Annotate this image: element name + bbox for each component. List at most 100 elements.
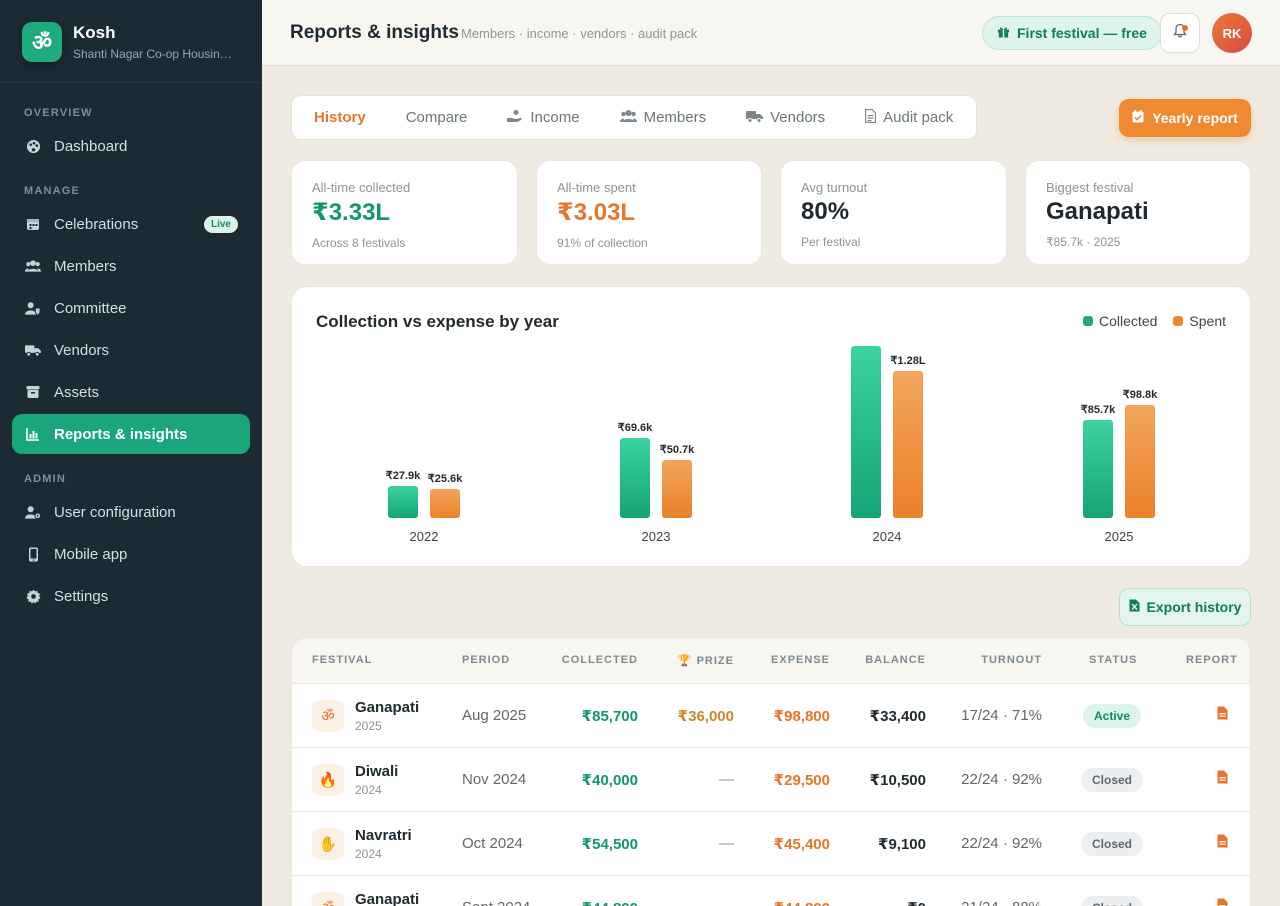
first-festival-free-button[interactable]: First festival — free (982, 16, 1162, 50)
table-header: FESTIVAL PERIOD COLLECTED 🏆 PRIZE EXPENS… (292, 638, 1250, 684)
tab-members[interactable]: Members (606, 95, 721, 140)
bar-spent-2022 (430, 489, 460, 518)
column-header-collected: COLLECTED (561, 654, 638, 666)
stat-note: Across 8 festivals (312, 236, 406, 250)
sidebar-item-celebrations[interactable]: Celebrations Live (12, 204, 250, 244)
chart-title: Collection vs expense by year (316, 312, 559, 331)
sidebar-item-label: Settings (54, 587, 109, 605)
balance-cell: ₹33,400 (869, 708, 926, 725)
sidebar-item-label: Assets (54, 383, 100, 401)
legend-label: Spent (1189, 313, 1226, 329)
report-file-icon[interactable] (1217, 898, 1228, 906)
data-label: ₹50.7k (660, 444, 695, 456)
sidebar-item-mobile-app[interactable]: Mobile app (12, 534, 250, 574)
tab-vendors[interactable]: Vendors (732, 95, 839, 140)
table-row[interactable]: ॐ Ganapati 2025 Aug 2025 ₹85,700 ₹36,000 ₹98,8… (292, 684, 1250, 748)
prize-cell: — (719, 835, 734, 852)
trophy-icon: 🏆 (677, 655, 697, 667)
period-cell: Sept 2024 (462, 899, 530, 906)
festival-year: 2025 (355, 719, 382, 733)
x-tick-label: 2025 (1105, 529, 1134, 544)
legend-swatch (1083, 316, 1094, 326)
sidebar-item-vendors[interactable]: Vendors (12, 330, 250, 370)
tab-income[interactable]: Income (493, 95, 593, 140)
truck-icon (746, 110, 764, 126)
page-subtitle: Members · income · vendors · audit pack (461, 26, 698, 41)
sidebar-item-label: Committee (54, 299, 127, 317)
sidebar-item-label: User configuration (54, 503, 176, 521)
sidebar-item-members[interactable]: Members (12, 246, 250, 286)
user-shield-icon (25, 300, 41, 316)
sidebar-item-dashboard[interactable]: Dashboard (12, 126, 250, 166)
page-title: Reports & insights (290, 22, 459, 43)
festival-icon: ✋ (312, 828, 344, 860)
table-row[interactable]: ✋ Navratri 2024 Oct 2024 ₹54,500 — ₹45,400 ₹9,1… (292, 812, 1250, 876)
tab-audit-pack[interactable]: Audit pack (851, 95, 967, 140)
report-file-icon[interactable] (1217, 770, 1228, 787)
promo-label: First festival — free (1017, 25, 1147, 41)
data-label: ₹69.6k (618, 422, 653, 434)
report-file-icon[interactable] (1217, 706, 1228, 723)
collected-cell: ₹54,500 (581, 836, 638, 853)
calendar-check-icon (1132, 110, 1144, 126)
notifications-button[interactable] (1160, 13, 1200, 53)
balance-cell: ₹10,500 (869, 772, 926, 789)
bar-spent-2023 (662, 460, 692, 518)
stat-label: Biggest festival (1046, 180, 1134, 195)
tab-history[interactable]: History (300, 95, 380, 140)
data-label: ₹25.6k (428, 473, 463, 485)
period-cell: Aug 2025 (462, 707, 527, 724)
table-row[interactable]: 🔥 Diwali 2024 Nov 2024 ₹40,000 — ₹29,500 ₹10,50… (292, 748, 1250, 812)
column-header-label: PRIZE (696, 655, 734, 667)
notification-dot (1182, 25, 1188, 31)
column-header-period: PERIOD (462, 654, 511, 666)
status-badge: Active (1083, 704, 1142, 728)
table-row[interactable]: ॐGanapati2024Sept 2024₹44,800—₹44,800₹02… (292, 876, 1250, 906)
expense-cell: ₹44,800 (774, 899, 830, 906)
excel-file-icon (1129, 599, 1140, 615)
festival-icon: 🔥 (312, 764, 344, 796)
festival-name: Ganapati (355, 699, 420, 716)
sidebar-item-assets[interactable]: Assets (12, 372, 250, 412)
sidebar-item-settings[interactable]: Settings (12, 576, 250, 616)
balance-cell: ₹9,100 (878, 836, 926, 853)
document-icon (865, 108, 877, 126)
mobile-icon (25, 546, 41, 562)
export-history-button[interactable]: Export history (1119, 588, 1251, 626)
truck-icon (25, 342, 41, 358)
stat-note: Per festival (801, 235, 861, 249)
sidebar-item-label: Celebrations (54, 215, 139, 233)
stat-value: Ganapati (1046, 198, 1149, 225)
sidebar-item-user-configuration[interactable]: User configuration (12, 492, 250, 532)
sidebar-item-label: Vendors (54, 341, 110, 359)
turnout-cell: 21/24 · 88% (961, 899, 1042, 906)
stat-note: 91% of collection (557, 236, 648, 250)
sidebar-item-committee[interactable]: Committee (12, 288, 250, 328)
tab-label: Members (643, 109, 707, 126)
collection-expense-chart: ₹27.9k ₹25.6k 2022 ₹69.6k ₹50.7k 2023 ₹1.28L 20… (386, 346, 1158, 544)
report-tabs: History Compare Income Members Vendors A… (291, 95, 977, 140)
yearly-report-button[interactable]: Yearly report (1119, 99, 1251, 137)
top-bar: Reports & insights Members · income · ve… (262, 0, 1280, 66)
stat-note: ₹85.7k · 2025 (1046, 235, 1121, 249)
bar-spent-2025 (1125, 405, 1155, 518)
sidebar-item-label: Dashboard (54, 137, 128, 155)
export-history-label: Export history (1146, 599, 1242, 615)
turnout-cell: 17/24 · 71% (961, 707, 1042, 724)
collected-cell: ₹44,800 (582, 899, 638, 906)
chart-card: ₹27.9k ₹25.6k 2022 ₹69.6k ₹50.7k 2023 ₹1.28L 20… (291, 286, 1251, 567)
x-tick-label: 2022 (410, 529, 439, 544)
avatar[interactable]: RK (1212, 13, 1252, 53)
tab-label: History (314, 109, 366, 126)
status-badge: Closed (1081, 896, 1144, 906)
tab-label: Compare (405, 109, 468, 126)
x-tick-label: 2024 (873, 529, 902, 544)
tab-compare[interactable]: Compare (392, 95, 482, 140)
report-file-icon[interactable] (1217, 834, 1228, 851)
sidebar-item-reports[interactable]: Reports & insights (12, 414, 250, 454)
expense-cell: ₹98,800 (773, 708, 830, 725)
yearly-report-label: Yearly report (1152, 110, 1238, 126)
collected-cell: ₹85,700 (581, 708, 638, 725)
users-icon (25, 258, 41, 274)
live-badge: Live (203, 215, 238, 233)
